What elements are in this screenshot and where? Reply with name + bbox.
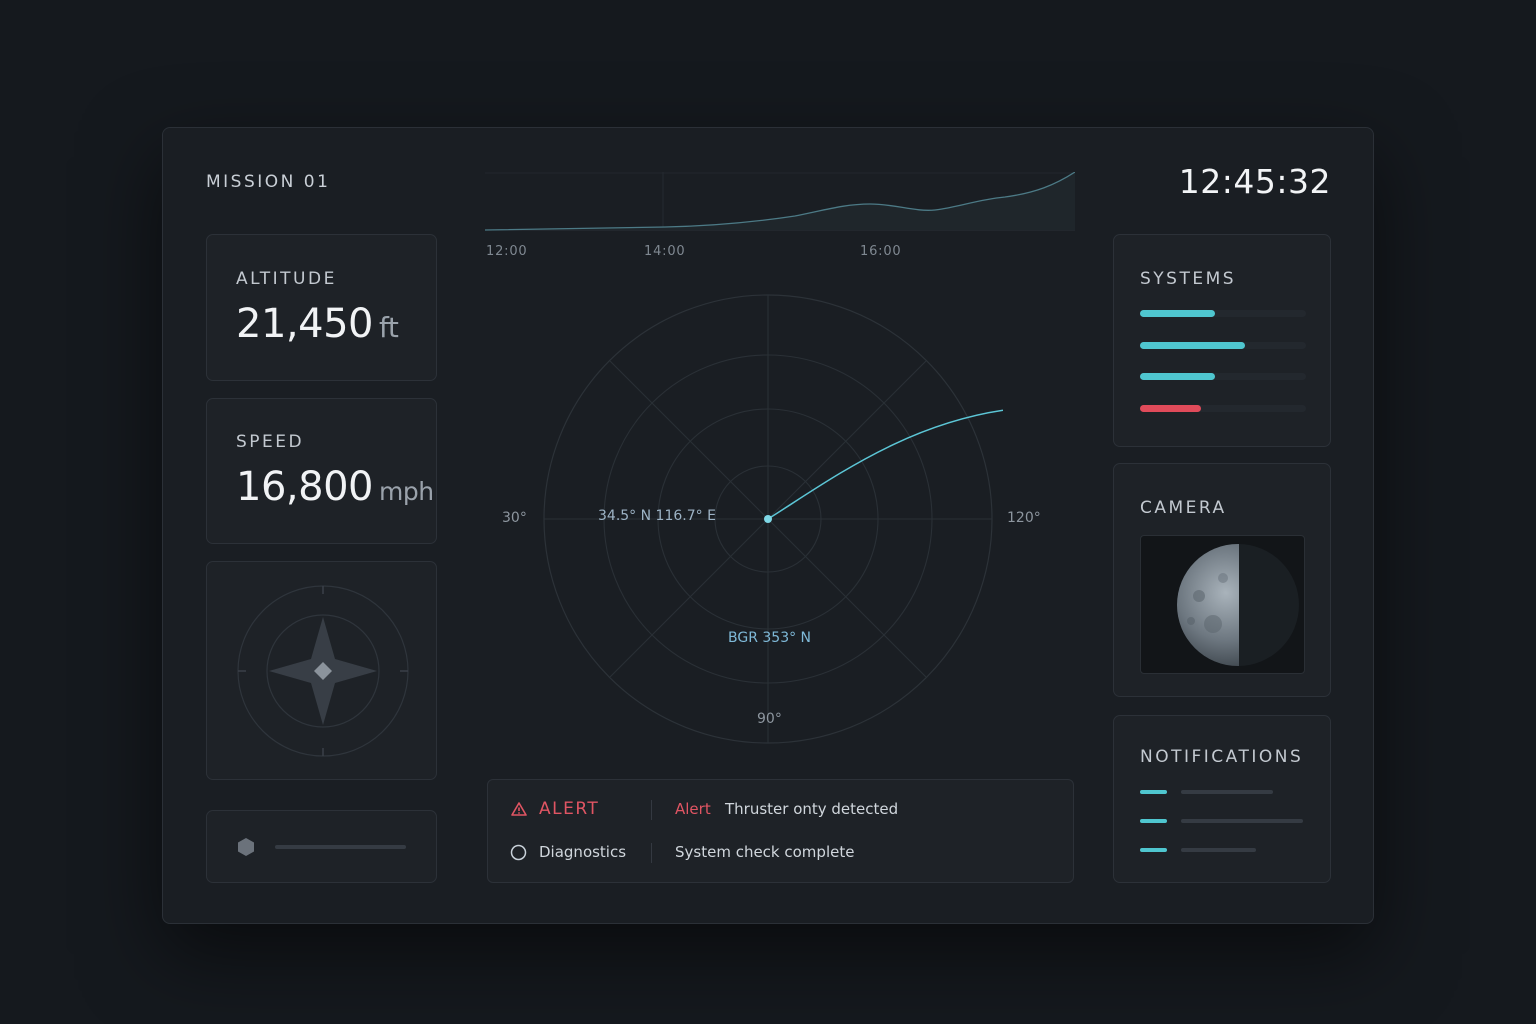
system-level-fill [1140,310,1215,317]
notification-marker [1140,848,1167,852]
alert-message: Thruster onty detected [725,800,899,818]
notification-item[interactable] [1140,848,1306,852]
radar-label-right: 120° [1007,510,1041,526]
speed-label: SPEED [236,432,305,452]
altitude-readout: 21,450 ft [236,301,399,347]
speed-unit: mph [378,477,434,506]
system-level-bar [1140,310,1306,317]
system-level-fill [1140,373,1215,380]
alert-row[interactable]: Diagnostics System check complete [488,841,1073,865]
system-level-fill [1140,405,1202,412]
alert-category: Diagnostics [539,843,627,861]
coordinates-readout: 34.5° N 116.7° E [598,508,716,524]
altitude-value: 21,450 [236,301,373,347]
radar-label-bottom: 90° [757,711,782,727]
notification-marker [1140,819,1167,823]
camera-card: CAMERA [1113,463,1331,697]
speed-value: 16,800 [236,464,373,510]
status-slider-card [206,810,437,883]
compass-card [206,561,437,780]
speed-readout: 16,800 mph [236,464,434,510]
altitude-unit: ft [378,311,399,344]
alert-message: System check complete [675,843,855,861]
altitude-card: ALTITUDE 21,450 ft [206,234,437,381]
moon-image [1177,544,1299,666]
hexagon-icon [238,838,254,856]
radar-plot [543,294,1003,744]
current-position-marker [764,515,772,523]
trajectory-path [767,409,1003,520]
mission-clock: 12:45:32 [1178,162,1331,201]
mission-title: MISSION 01 [206,172,331,192]
circle-icon [510,844,527,861]
compass-icon [237,585,409,757]
notifications-label: NOTIFICATIONS [1140,747,1304,767]
altitude-trend-sparkline [485,172,1075,231]
notification-text-placeholder [1181,848,1256,852]
status-slider[interactable] [275,845,406,849]
alert-log: ALERT Alert Thruster onty detected Diagn… [487,779,1074,883]
notification-text-placeholder [1181,819,1303,823]
trend-tick-label: 12:00 [486,244,528,259]
speed-card: SPEED 16,800 mph [206,398,437,544]
notification-item[interactable] [1140,790,1306,794]
notifications-card: NOTIFICATIONS [1113,715,1331,883]
bearing-readout: BGR 353° N [728,630,812,646]
divider [651,800,652,820]
notification-item[interactable] [1140,819,1306,823]
camera-feed[interactable] [1140,535,1305,674]
systems-card: SYSTEMS [1113,234,1331,447]
divider [651,843,652,863]
notification-text-placeholder [1181,790,1273,794]
altitude-label: ALTITUDE [236,269,337,289]
radar-label-left: 30° [502,510,527,526]
system-level-bar [1140,373,1306,380]
systems-label: SYSTEMS [1140,269,1237,289]
alert-tag: Alert [675,800,711,818]
system-level-bar [1140,405,1306,412]
alert-row[interactable]: ALERT Alert Thruster onty detected [488,798,1073,822]
system-level-bar [1140,342,1306,349]
trend-tick-label: 14:00 [644,244,686,259]
warning-icon [511,802,527,816]
alert-category: ALERT [539,799,600,819]
trend-tick-label: 16:00 [860,244,902,259]
notification-marker [1140,790,1167,794]
dashboard-panel: MISSION 01 12:45:32 ALTITUDE 21,450 ft SP… [162,127,1374,924]
camera-label: CAMERA [1140,498,1227,518]
system-level-fill [1140,342,1245,349]
